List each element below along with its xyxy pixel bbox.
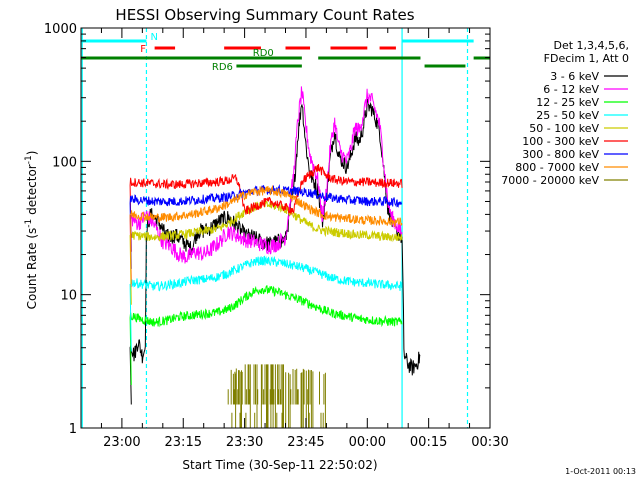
x-tick-label: 00:30 (471, 435, 508, 450)
y-tick-label: 100 (52, 155, 77, 170)
plot-frame (80, 27, 491, 429)
x-tick-label: 23:00 (103, 435, 140, 450)
legend-label: 6 - 12 keV (543, 83, 599, 96)
chart-title: HESSI Observing Summary Count Rates (115, 6, 414, 24)
legend: Det 1,3,4,5,6, FDecim 1, Att 0 3 - 6 keV… (501, 39, 629, 187)
flag-label-n: N (151, 32, 158, 43)
series-line-8 (129, 184, 403, 285)
legend-label: 50 - 100 keV (529, 122, 599, 135)
series-line-3 (129, 285, 403, 386)
flag-label-rd0: RD0 (253, 48, 274, 59)
x-tick-label: 23:45 (287, 435, 324, 450)
legend-label: 12 - 25 keV (536, 96, 599, 109)
y-axis-label-sup2: -1 (24, 155, 34, 164)
legend-header-line-1: Det 1,3,4,5,6, (553, 39, 629, 52)
y-axis-label-mid: detector (25, 164, 39, 219)
legend-label: 800 - 7000 keV (515, 161, 599, 174)
y-tick-label: 1000 (44, 22, 77, 37)
series-layer (129, 86, 421, 428)
observing-flags: NF RD0 RD6 (81, 32, 490, 73)
y-axis-label-main: Count Rate (s (25, 228, 39, 310)
series-line-4 (129, 255, 403, 352)
plot-area (81, 28, 469, 428)
footer-timestamp: 1-Oct-2011 00:13 (565, 467, 636, 476)
legend-label: 25 - 50 keV (536, 109, 599, 122)
x-tick-label: 23:30 (226, 435, 263, 450)
svg-text:Count Rate (s-1 detector-1): Count Rate (s-1 detector-1) (24, 151, 39, 310)
legend-label: 100 - 300 keV (522, 135, 599, 148)
series-line-2 (129, 86, 403, 288)
axes: 1 10 100 1000 23:00 23:15 23:30 23:45 00:00 00:15… (44, 22, 509, 450)
x-tick-label: 00:15 (410, 435, 447, 450)
series-line-7 (129, 183, 403, 269)
x-tick-label: 00:00 (349, 435, 386, 450)
legend-label: 7000 - 20000 keV (501, 174, 599, 187)
y-axis-label-sup1: -1 (24, 219, 34, 228)
legend-header-line-2: FDecim 1, Att 0 (544, 52, 629, 65)
y-axis-label: Count Rate (s-1 detector-1) (24, 151, 39, 310)
y-axis-label-end: ) (25, 151, 39, 156)
legend-label: 3 - 6 keV (550, 70, 599, 83)
x-axis-label: Start Time (30-Sep-11 22:50:02) (182, 458, 377, 472)
legend-label: 300 - 800 keV (522, 148, 599, 161)
y-tick-label: 1 (69, 422, 77, 437)
flag-label-f: F (140, 44, 146, 55)
x-tick-label: 23:15 (165, 435, 202, 450)
series-7000-20000-kev (227, 364, 326, 428)
series-line-5 (129, 200, 403, 305)
series-line-6 (129, 163, 403, 252)
flag-label-rd6: RD6 (212, 62, 233, 73)
series-line-1 (129, 98, 421, 405)
y-tick-label: 10 (60, 289, 77, 304)
